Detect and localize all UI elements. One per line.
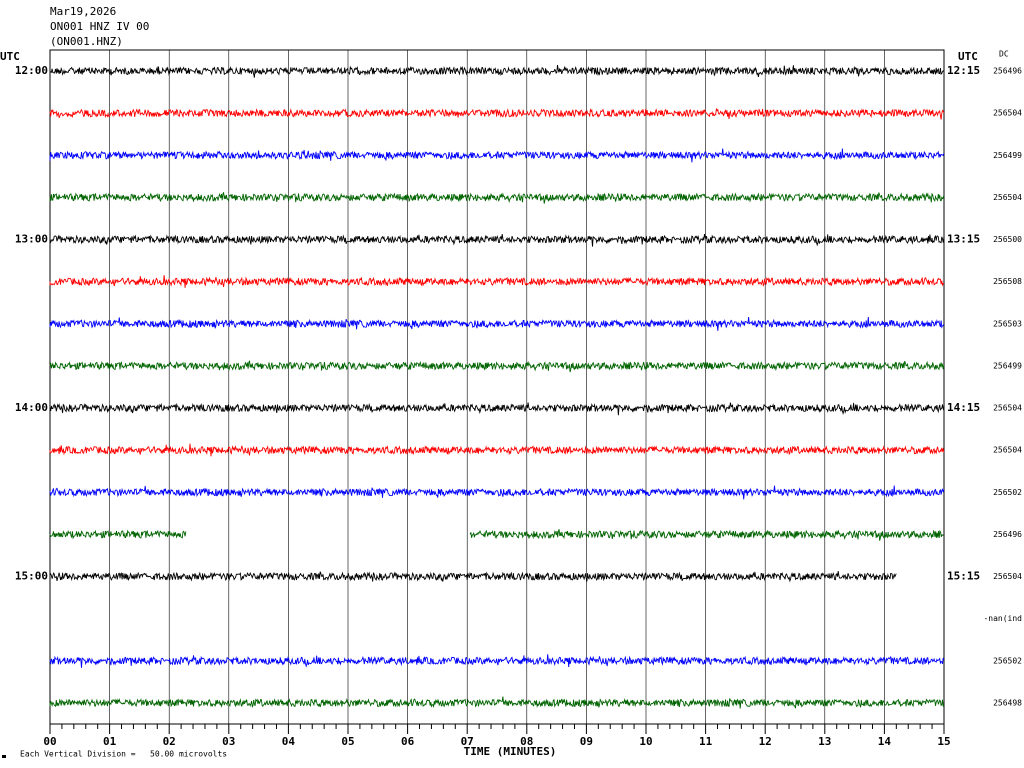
row-time-left: 15:00: [15, 570, 48, 583]
dc-value: 256503: [993, 319, 1022, 328]
x-tick-label: 15: [937, 735, 950, 748]
trace: [49, 192, 945, 204]
row-time-right: 14:15: [947, 401, 980, 414]
dc-value: 256496: [993, 530, 1022, 539]
x-tick-label: 03: [222, 735, 235, 748]
row-time-right: 12:15: [947, 64, 980, 77]
trace: [49, 696, 945, 709]
trace: [49, 107, 945, 120]
trace: [49, 654, 945, 668]
x-tick-label: 00: [43, 735, 56, 748]
dc-value: 256496: [993, 67, 1022, 76]
station: ON001 HNZ IV 00: [50, 20, 149, 33]
trace: [49, 529, 187, 540]
dc-value: 256504: [993, 572, 1022, 581]
x-tick-label: 12: [759, 735, 772, 748]
x-tick-label: 09: [580, 735, 593, 748]
x-tick-label: 02: [163, 735, 176, 748]
dc-value: -nan(ind: [983, 614, 1022, 623]
dc-value: 256499: [993, 361, 1022, 370]
dc-value: 256502: [993, 488, 1022, 497]
dc-value: 256502: [993, 656, 1022, 665]
title: Mar19,2026: [50, 5, 116, 18]
dc-value: 256504: [993, 193, 1022, 202]
row-time-left: 14:00: [15, 401, 48, 414]
x-tick-label: 04: [282, 735, 296, 748]
x-tick-label: 06: [401, 735, 415, 748]
trace: [469, 529, 944, 541]
trace: [49, 275, 945, 288]
x-tick-label: 08: [520, 735, 533, 748]
trace: [49, 234, 945, 247]
dc-value: 256504: [993, 109, 1022, 118]
row-time-left: 12:00: [15, 64, 48, 77]
dc-value: 256504: [993, 446, 1022, 455]
scale-note: Each Vertical Division = 50.00 microvolt…: [20, 750, 227, 759]
row-time-right: 15:15: [947, 570, 980, 583]
right-unit: UTC: [958, 50, 978, 63]
dc-value: 256500: [993, 235, 1022, 244]
x-tick-label: 07: [461, 735, 474, 748]
trace: [49, 316, 945, 331]
trace: [49, 64, 945, 78]
trace: [49, 485, 945, 500]
x-tick-label: 14: [878, 735, 892, 748]
trace: [49, 443, 945, 457]
left-unit: UTC: [0, 50, 20, 63]
icon: [2, 755, 6, 758]
x-tick-label: 01: [103, 735, 117, 748]
x-tick-label: 10: [639, 735, 652, 748]
trace: [49, 571, 897, 583]
channel: (ON001.HNZ): [50, 35, 123, 48]
x-tick-label: 13: [818, 735, 831, 748]
plot-frame: [49, 49, 945, 725]
dc-value: 256499: [993, 151, 1022, 160]
dc-value: 256508: [993, 277, 1022, 286]
row-time-left: 13:00: [15, 233, 48, 246]
trace: [49, 148, 945, 163]
trace: [49, 402, 945, 416]
x-axis-label: TIME (MINUTES): [464, 745, 557, 758]
row-time-right: 13:15: [947, 233, 980, 246]
dc-label: DC: [999, 50, 1009, 59]
dc-value: 256498: [993, 698, 1022, 707]
trace: [49, 360, 945, 373]
dc-value: 256504: [993, 404, 1022, 413]
x-tick-label: 05: [341, 735, 354, 748]
x-tick-label: 11: [699, 735, 713, 748]
